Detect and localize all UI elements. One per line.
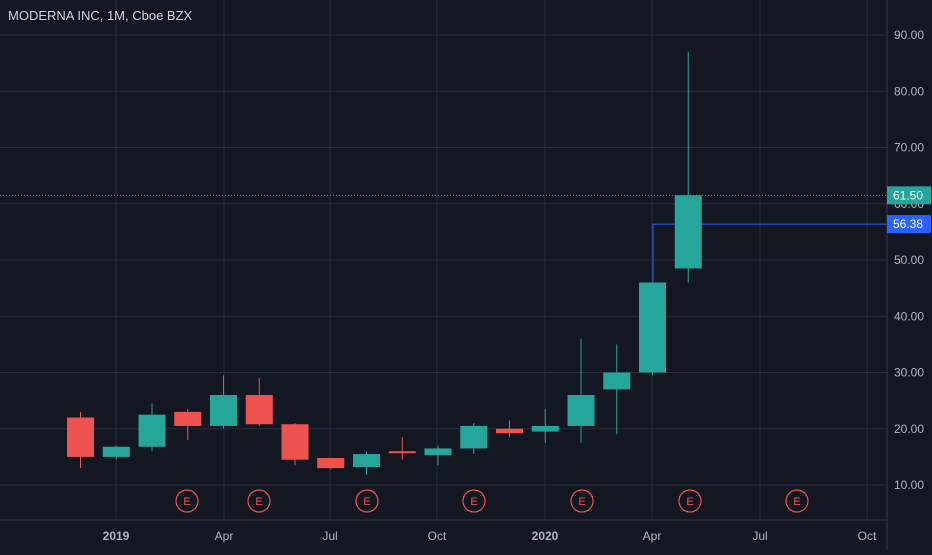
x-tick-label: 2019: [103, 529, 130, 543]
candle-body[interactable]: [210, 395, 237, 426]
earnings-marker[interactable]: [785, 489, 809, 513]
earnings-marker-label: E: [255, 496, 262, 508]
x-tick-label: 2020: [532, 529, 559, 543]
candle-body[interactable]: [496, 428, 523, 434]
earnings-marker[interactable]: [247, 489, 271, 513]
y-tick-label: 50.00: [894, 253, 924, 267]
price-axis-badge: [887, 186, 931, 205]
level-line: [652, 223, 887, 283]
earnings-marker-label: E: [686, 496, 693, 508]
x-tick-label: Oct: [428, 529, 447, 543]
y-tick-label: 30.00: [894, 366, 924, 380]
y-tick-label: 80.00: [894, 84, 924, 98]
x-tick-label: Jul: [322, 529, 337, 543]
candle-body[interactable]: [531, 425, 559, 432]
price-axis-badge-label: 61.50: [893, 188, 923, 202]
y-tick-label: 20.00: [894, 422, 924, 436]
earnings-marker-label: E: [363, 496, 370, 508]
candle-body[interactable]: [174, 411, 202, 426]
candle-body[interactable]: [639, 282, 666, 373]
earnings-marker-label: E: [793, 496, 800, 508]
y-tick-label: 10.00: [894, 478, 924, 492]
candle-body[interactable]: [460, 425, 488, 449]
earnings-marker-label: E: [578, 496, 585, 508]
x-tick-label: Jul: [752, 529, 767, 543]
y-tick-label: 70.00: [894, 141, 924, 155]
y-tick-label: 40.00: [894, 309, 924, 323]
price-axis-badge: [887, 215, 931, 234]
candle-body[interactable]: [317, 458, 345, 469]
candle-body[interactable]: [102, 446, 130, 457]
price-axis-badge-label: 56.38: [893, 217, 923, 231]
candle-body[interactable]: [281, 424, 309, 460]
earnings-marker[interactable]: [175, 489, 199, 513]
chart-title: MODERNA INC, 1M, Cboe BZX: [8, 8, 193, 23]
x-tick-label: Oct: [858, 529, 877, 543]
candle-body[interactable]: [567, 395, 595, 426]
candle-body[interactable]: [245, 395, 273, 425]
candle-body[interactable]: [353, 454, 380, 467]
earnings-marker[interactable]: [462, 489, 486, 513]
candle-body[interactable]: [67, 417, 94, 457]
earnings-marker[interactable]: [678, 489, 702, 513]
earnings-marker-label: E: [470, 496, 477, 508]
candle-body[interactable]: [424, 448, 452, 456]
earnings-marker[interactable]: [570, 489, 594, 513]
earnings-marker[interactable]: [355, 489, 379, 513]
x-tick-label: Apr: [643, 529, 662, 543]
candle-body[interactable]: [674, 195, 702, 269]
candle-body[interactable]: [388, 451, 416, 454]
y-tick-label: 90.00: [894, 28, 924, 42]
candle-body[interactable]: [603, 372, 631, 390]
candle-body[interactable]: [138, 414, 166, 447]
x-tick-label: Apr: [215, 529, 234, 543]
earnings-marker-label: E: [183, 496, 190, 508]
